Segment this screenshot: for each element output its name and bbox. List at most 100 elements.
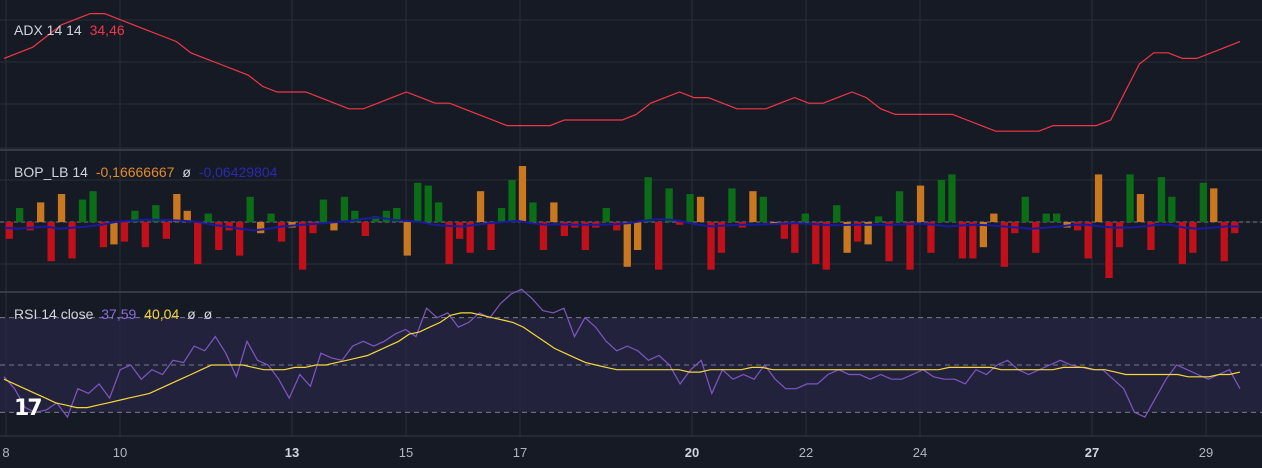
bop-bar [330, 222, 338, 231]
bop-bar [319, 199, 328, 222]
bop-bar [623, 222, 631, 267]
bop-bar [958, 222, 967, 259]
bop-bar [749, 191, 757, 222]
bop-bar [309, 222, 317, 234]
x-tick-label: 17 [512, 445, 528, 460]
bop-bar [969, 222, 977, 259]
bop-bar [1231, 222, 1239, 234]
bop-bar [686, 194, 694, 222]
bop-bar [1199, 182, 1207, 222]
bop-bar [257, 222, 265, 234]
bop-bar [518, 166, 527, 222]
bop-bar [361, 222, 369, 236]
bop-bar [340, 196, 349, 222]
bop-bar [1168, 196, 1176, 222]
bop-bar [89, 191, 97, 222]
bop-bar [403, 222, 411, 256]
bop-bar [1021, 196, 1029, 222]
bop-bar [16, 208, 24, 222]
bop-bar [759, 196, 767, 222]
bop-bar [141, 222, 149, 248]
x-tick-label: 10 [112, 445, 128, 460]
bop-bar [895, 191, 904, 222]
bop-bar [152, 205, 160, 222]
rsi-legend-value2: 40,04 [144, 306, 180, 322]
bop-bar [1136, 194, 1145, 222]
rsi-legend-value3: ø [187, 306, 196, 322]
bop-bar [791, 222, 799, 253]
bop-legend-name: BOP_LB 14 [14, 164, 88, 180]
bop-bar [99, 222, 108, 248]
bop-bar [885, 222, 893, 262]
bop-bar [979, 222, 987, 248]
bop-bar [665, 188, 673, 222]
bop-bar [529, 202, 537, 222]
bop-bar [707, 222, 715, 270]
bop-bar [393, 208, 401, 222]
bop-bar [1042, 213, 1050, 222]
rsi-legend-name: RSI 14 close [14, 306, 94, 322]
x-tick-label: 22 [798, 445, 814, 460]
bop-bar [634, 222, 642, 250]
bop-bar [655, 222, 663, 270]
rsi-legend-value1: 37,59 [101, 306, 137, 322]
bop-bar [864, 222, 872, 245]
bop-bar [906, 222, 914, 270]
bop-bar [110, 222, 118, 245]
bop-bar [1084, 222, 1092, 259]
x-tick-label: 13 [284, 445, 300, 460]
bop-legend-value2: ø [182, 164, 191, 180]
logo-text: 17 [14, 396, 43, 421]
bop-bar [812, 222, 820, 264]
bop-bar [1189, 222, 1197, 253]
bop-bar [267, 213, 275, 222]
bop-bar [78, 199, 87, 222]
time-axis[interactable]: 8 10 13 15 17 20 22 24 27 29 [0, 437, 1262, 468]
bop-bar [298, 222, 307, 270]
bop-bar [990, 213, 998, 222]
bop-bar [843, 222, 851, 253]
bop-bar [68, 222, 76, 259]
bop-bar [215, 222, 223, 250]
bop-bar [927, 222, 935, 253]
x-tick-label: 8 [2, 445, 10, 460]
bop-bar [497, 208, 506, 222]
bop-bar [717, 222, 726, 253]
bop-bar [875, 216, 883, 222]
bop-legend: BOP_LB 14 -0,16666667 ø -0,06429804 [14, 164, 281, 180]
bop-signal-line [3, 216, 1240, 232]
bop-bar [456, 222, 464, 239]
rsi-ma-line [3, 312, 1241, 409]
bop-bar [1074, 222, 1082, 231]
bop-bar [1210, 188, 1218, 222]
bop-bar [801, 213, 809, 222]
bop-bar [1032, 222, 1040, 253]
bop-bar [487, 222, 495, 250]
bop-bar [854, 222, 862, 242]
bop-bar [435, 202, 443, 222]
bop-bar [780, 222, 788, 239]
bop-bar [550, 202, 558, 222]
bop-bar [833, 205, 841, 222]
bop-bar [173, 194, 181, 222]
bop-bar [351, 210, 359, 222]
bop-bar [120, 222, 129, 242]
bop-bar [372, 216, 380, 222]
bop-bar [162, 222, 170, 239]
bop-bar [424, 185, 432, 222]
bop-bar [236, 222, 244, 256]
bop-bar [937, 180, 946, 222]
x-tick-label: 15 [398, 445, 414, 460]
bop-bar [183, 210, 191, 222]
tradingview-logo-icon[interactable]: 17 [14, 396, 43, 421]
bop-bar [131, 210, 139, 222]
rsi-legend: RSI 14 close 37,59 40,04 ø ø [14, 306, 216, 322]
bop-bar [1000, 222, 1008, 267]
bop-bar [822, 222, 830, 270]
bop-bar [1178, 222, 1186, 264]
bop-bar [382, 210, 390, 222]
bop-bar [246, 196, 254, 222]
bop-bar [602, 208, 610, 222]
bop-bar [26, 222, 34, 231]
